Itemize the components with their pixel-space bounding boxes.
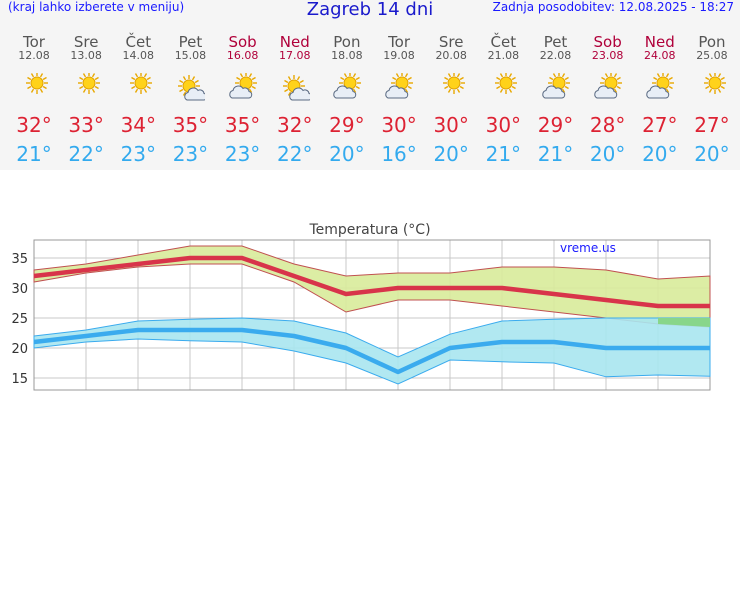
max-temperature: 32° [16, 113, 52, 137]
day-column: Sre 13.08 [60, 34, 112, 62]
day-column: Sre 20.08 [425, 34, 477, 62]
day-column: Tor 12.08 [8, 34, 60, 62]
cloud-sun-icon [175, 73, 206, 101]
min-temperature-band [33, 317, 711, 385]
max-temperature: 28° [589, 113, 626, 137]
y-tick-label: 25 [11, 312, 28, 327]
max-temperature: 35° [172, 113, 209, 137]
day-name: Sre [73, 33, 99, 51]
max-temperature: 30° [381, 113, 417, 137]
day-column: Tor 19.08 [373, 34, 425, 62]
city-menu-hint[interactable]: (kraj lahko izberete v meniju) [8, 0, 185, 14]
max-temperature: 29° [329, 113, 365, 137]
day-name: Pet [178, 33, 203, 51]
sun-icon [123, 73, 153, 101]
day-column: Sob 23.08 [582, 34, 634, 62]
day-date: 20.08 [435, 49, 467, 62]
day-date: 25.08 [696, 49, 728, 62]
min-temperature: 20° [589, 142, 626, 166]
day-name: Ned [279, 33, 310, 51]
day-date: 17.08 [279, 49, 311, 62]
page-title: Zagreb 14 dni [306, 0, 434, 20]
day-name: Ned [644, 33, 675, 51]
y-tick-label: 30 [11, 282, 28, 297]
min-temperature-line [33, 327, 710, 375]
day-date: 23.08 [591, 49, 624, 62]
day-name: Čet [125, 33, 152, 51]
max-temperature: 27° [694, 113, 730, 137]
band-overlap [658, 318, 710, 327]
watermark: vreme.us [560, 241, 616, 255]
min-temperature: 20° [642, 142, 678, 166]
day-date: 14.08 [122, 49, 155, 62]
max-temperature: 32° [277, 113, 313, 137]
y-tick-label: 20 [11, 342, 28, 357]
day-column: Sob 16.08 [217, 34, 269, 62]
min-temperature: 23° [120, 142, 157, 166]
day-date: 16.08 [226, 49, 259, 62]
max-temperature-line [33, 255, 710, 309]
day-name: Sre [438, 33, 464, 51]
min-temperature: 16° [381, 142, 417, 166]
day-name: Pon [698, 33, 726, 51]
day-column: Pet 15.08 [164, 34, 216, 62]
max-temperature: 30° [485, 113, 522, 137]
day-date: 12.08 [18, 49, 50, 62]
day-date: 24.08 [644, 49, 676, 62]
day-column: Pon 25.08 [686, 34, 738, 62]
sun-cloud-icon [228, 73, 258, 101]
sun-icon [436, 73, 466, 101]
max-temperature: 35° [224, 113, 261, 137]
max-temperature: 30° [433, 113, 469, 137]
day-column: Pet 22.08 [530, 34, 582, 62]
sun-cloud-icon [593, 73, 623, 101]
day-date: 15.08 [174, 49, 207, 62]
sun-icon [488, 73, 518, 101]
temperature-chart: Temperatura (°C)vreme.us1520253035Padavi… [11, 222, 711, 391]
sun-cloud-icon [541, 73, 571, 101]
day-column: Čet 21.08 [477, 34, 529, 62]
max-temperature: 33° [68, 113, 104, 137]
sun-icon [697, 73, 727, 101]
max-temperature: 34° [120, 113, 157, 137]
min-temperature: 22° [277, 142, 313, 166]
day-name: Tor [23, 33, 45, 51]
last-update: Zadnja posodobitev: 12.08.2025 - 18:27 [492, 0, 734, 14]
min-temperature: 21° [537, 142, 574, 166]
day-name: Sob [228, 33, 257, 51]
max-temperature: 27° [642, 113, 678, 137]
day-name: Pon [333, 33, 361, 51]
sun-icon [19, 73, 49, 101]
sun-icon [71, 73, 101, 101]
day-column: Pon 18.08 [321, 34, 373, 62]
day-date: 13.08 [70, 49, 102, 62]
min-temperature: 20° [433, 142, 469, 166]
day-name: Čet [490, 33, 517, 51]
min-temperature: 21° [16, 142, 52, 166]
cloud-sun-icon [280, 73, 310, 101]
temperature-chart-title: Temperatura (°C) [308, 222, 430, 238]
day-column: Ned 24.08 [634, 34, 686, 62]
max-temperature: 29° [537, 113, 574, 137]
y-tick-label: 15 [11, 372, 28, 387]
sun-cloud-icon [645, 73, 675, 101]
min-temperature: 20° [329, 142, 365, 166]
day-date: 19.08 [383, 49, 415, 62]
day-name: Sob [593, 33, 622, 51]
min-temperature: 23° [224, 142, 261, 166]
day-date: 21.08 [487, 49, 520, 62]
min-temperature: 22° [68, 142, 104, 166]
day-date: 22.08 [539, 49, 572, 62]
min-temperature: 21° [485, 142, 522, 166]
sun-cloud-icon [332, 73, 362, 101]
min-temperature: 20° [694, 142, 730, 166]
day-date: 18.08 [331, 49, 363, 62]
y-tick-label: 35 [11, 252, 28, 267]
day-column: Ned 17.08 [269, 34, 321, 62]
day-column: Čet 14.08 [112, 34, 164, 62]
min-temperature: 23° [172, 142, 209, 166]
day-name: Tor [388, 33, 411, 51]
day-name: Pet [543, 33, 568, 51]
sun-cloud-icon [384, 73, 414, 101]
